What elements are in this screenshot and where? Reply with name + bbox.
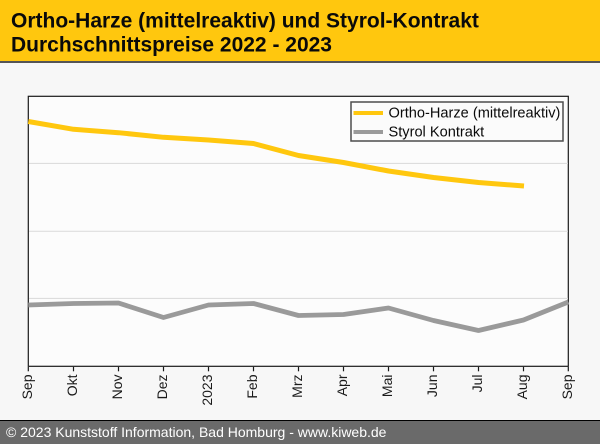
svg-text:Jul: Jul bbox=[469, 375, 485, 393]
svg-text:Feb: Feb bbox=[244, 374, 260, 398]
svg-text:Sep: Sep bbox=[19, 374, 35, 399]
svg-text:Styrol Kontrakt: Styrol Kontrakt bbox=[389, 125, 485, 141]
svg-text:Sep: Sep bbox=[559, 374, 575, 399]
svg-text:Dez: Dez bbox=[154, 375, 170, 400]
svg-text:Okt: Okt bbox=[64, 374, 80, 396]
svg-text:2023: 2023 bbox=[199, 374, 215, 405]
svg-text:Apr: Apr bbox=[334, 374, 350, 396]
svg-text:Jun: Jun bbox=[424, 375, 440, 398]
svg-text:Mrz: Mrz bbox=[289, 375, 305, 398]
svg-text:Mai: Mai bbox=[379, 375, 395, 398]
svg-text:Ortho-Harze (mittelreaktiv): Ortho-Harze (mittelreaktiv) bbox=[389, 106, 561, 122]
svg-text:© 2023 Kunststoff Information,: © 2023 Kunststoff Information, Bad Hombu… bbox=[6, 424, 387, 440]
svg-text:Nov: Nov bbox=[109, 375, 125, 400]
svg-text:Aug: Aug bbox=[514, 375, 530, 400]
svg-text:Durchschnittspreise 2022 - 202: Durchschnittspreise 2022 - 2023 bbox=[11, 33, 332, 56]
svg-text:Ortho-Harze (mittelreaktiv) un: Ortho-Harze (mittelreaktiv) und Styrol-K… bbox=[11, 9, 479, 32]
